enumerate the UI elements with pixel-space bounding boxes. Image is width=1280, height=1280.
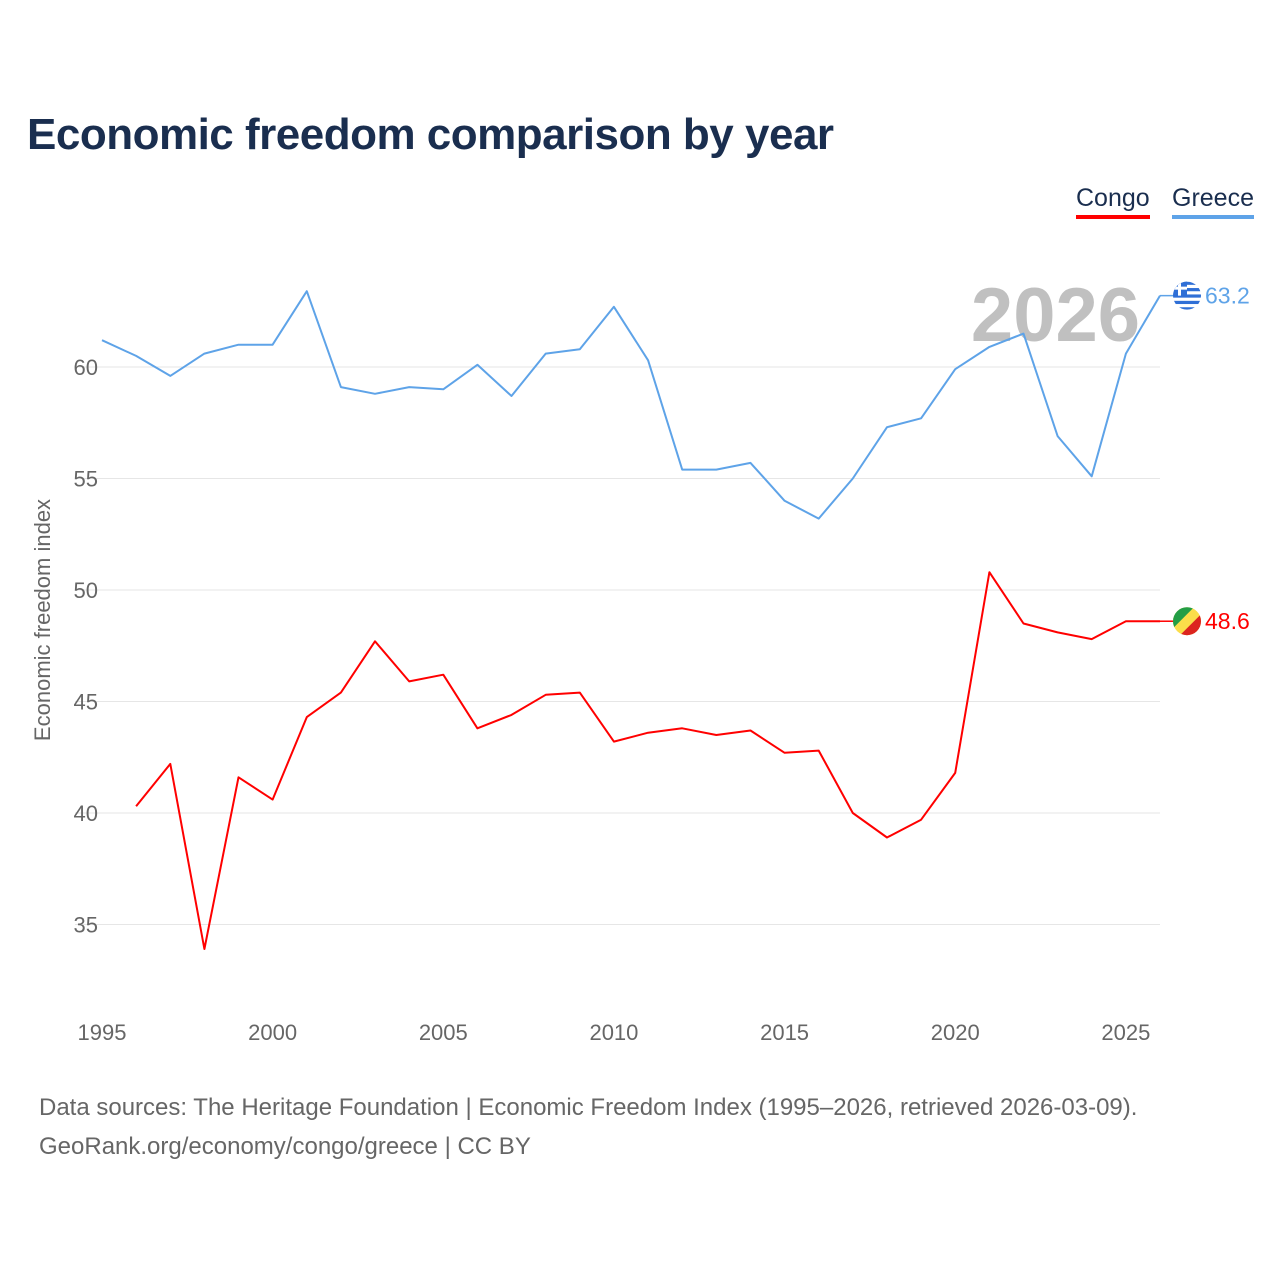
x-tick-label: 1995 — [78, 1020, 127, 1045]
series-line-congo — [135, 571, 1160, 950]
series-line-greece — [101, 290, 1161, 520]
flag-green — [1173, 607, 1195, 630]
flag-red — [1179, 613, 1201, 636]
y-tick-label: 50 — [74, 578, 98, 603]
x-tick-label: 2015 — [760, 1020, 809, 1045]
flag-greece-icon — [1173, 281, 1201, 310]
flag-congo-icon — [1173, 607, 1201, 636]
flag-cross — [1173, 286, 1187, 290]
y-tick-label: 60 — [74, 355, 98, 380]
y-tick-label: 45 — [74, 690, 98, 715]
y-axis-label: Economic freedom index — [30, 499, 55, 741]
x-tick-label: 2005 — [419, 1020, 468, 1045]
flag-stripe — [1173, 300, 1201, 305]
flag-stripe — [1173, 294, 1201, 298]
legend-congo[interactable]: Congo — [1076, 184, 1150, 219]
x-tick-label: 2000 — [248, 1020, 297, 1045]
x-tick-label: 2010 — [589, 1020, 638, 1045]
flag-body — [1173, 281, 1201, 310]
footer: Data sources: The Heritage Foundation | … — [39, 1088, 1137, 1166]
flag-stripe — [1173, 307, 1201, 310]
x-tick-label: 2020 — [931, 1020, 980, 1045]
flag-body — [1173, 607, 1201, 636]
source-link[interactable]: GeoRank.org/economy/congo/greece | CC BY — [39, 1133, 531, 1160]
end-value-label-greece: 63.2 — [1205, 283, 1250, 309]
legend-greece[interactable]: Greece — [1172, 184, 1254, 219]
chart-title: Economic freedom comparison by year — [27, 110, 834, 159]
source-text: Data sources: The Heritage Foundation | … — [39, 1094, 1138, 1121]
y-tick-label: 40 — [74, 801, 98, 826]
x-tick-label: 2025 — [1101, 1020, 1150, 1045]
y-tick-label: 55 — [74, 467, 98, 492]
end-value-label-congo: 48.6 — [1205, 608, 1250, 634]
y-tick-label: 35 — [74, 913, 98, 938]
